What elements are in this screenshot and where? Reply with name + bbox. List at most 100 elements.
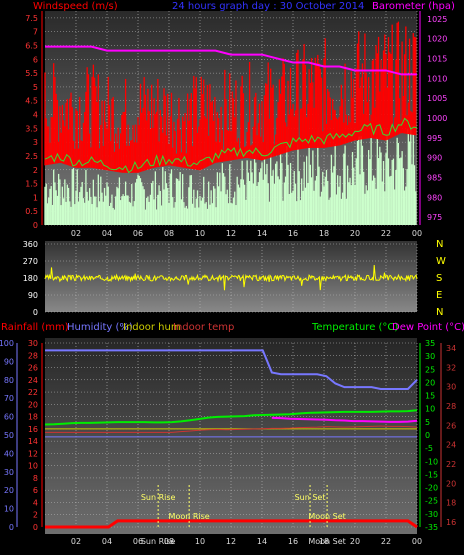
humidity-y-tick-label: 30	[4, 468, 14, 477]
wind-x-tick-label: 04	[102, 229, 112, 238]
wind-x-tick-label: 16	[288, 229, 298, 238]
wind-y-tick-label: 0.5	[25, 207, 38, 216]
wind-x-tick-label: 00	[412, 229, 422, 238]
indoor-y-tick-label: 18	[446, 499, 456, 508]
dew-point-axis-title: Dew Point (°C)	[392, 322, 464, 333]
wind-y-tick-label: 2	[33, 166, 38, 175]
wind-y-tick-label: 2.5	[25, 152, 38, 161]
temperature-y-tick-label: 35	[425, 339, 435, 348]
temperature-y-tick-label: -15	[425, 470, 438, 479]
temperature-y-tick-label: 0	[425, 431, 430, 440]
climate-x-tick-label: 08	[164, 537, 174, 546]
temperature-y-tick-label: -10	[425, 457, 438, 466]
climate-x-tick-label: 14	[257, 537, 267, 546]
climate-x-tick-label: 02	[71, 537, 81, 546]
wind-y-tick-label: 7	[33, 28, 38, 37]
barometer-y-tick-label: 1015	[427, 55, 447, 64]
rainfall-y-tick-label: 10	[28, 462, 38, 471]
compass-label: N	[436, 307, 443, 318]
humidity-axis-title: Humidity (%)	[67, 322, 133, 333]
barometer-line	[45, 45, 417, 76]
wind-y-tick-label: 4	[33, 111, 38, 120]
direction-y-tick-label: 0	[33, 308, 38, 317]
indoor-y-tick-label: 28	[446, 402, 456, 411]
wind-average-line	[44, 117, 418, 174]
rainfall-line	[45, 519, 418, 529]
rainfall-axis-title: Rainfall (mm)	[1, 322, 69, 333]
astro-annotation-label: Moon Rise	[169, 512, 210, 521]
indoor-y-tick-label: 22	[446, 460, 456, 469]
rainfall-y-tick-label: 26	[28, 364, 38, 373]
wind-x-tick-label: 22	[381, 229, 391, 238]
astro-annotation-label: Sun Set	[295, 493, 326, 502]
humidity-y-tick-label: 70	[4, 394, 14, 403]
rainfall-y-tick-label: 6	[33, 486, 38, 495]
direction-y-tick-label: 270	[23, 257, 38, 266]
rainfall-y-tick-label: 22	[28, 388, 38, 397]
humidity-y-tick-label: 20	[4, 486, 14, 495]
wind-y-tick-label: 6	[33, 55, 38, 64]
climate-x-tick-label: 18	[319, 537, 329, 546]
dew-point-line	[271, 416, 418, 423]
indoor-temperature-label: Indoor temp	[173, 322, 234, 333]
wind-chart-layer: 0 0.5 1 1.5 2 2.5 3 3.5 4 4.5 5 5.5 6 6.5 7 7.5 975 980 98…	[25, 11, 447, 238]
rainfall-y-tick-label: 18	[28, 413, 38, 422]
rainfall-y-tick-label: 2	[33, 511, 38, 520]
barometer-y-tick-label: 1000	[427, 114, 447, 123]
indoor-y-tick-label: 20	[446, 479, 456, 488]
humidity-y-tick-label: 40	[4, 449, 14, 458]
climate-x-tick-label: 00	[412, 537, 422, 546]
x-extra-label: Moon Set	[308, 537, 345, 546]
compass-label: W	[436, 256, 446, 267]
humidity-y-tick-label: 60	[4, 413, 14, 422]
humidity-y-tick-label: 0	[9, 523, 14, 532]
wind-x-tick-label: 06	[133, 229, 143, 238]
temperature-y-tick-label: 25	[425, 365, 435, 374]
barometer-y-tick-label: 1010	[427, 74, 447, 83]
temperature-y-tick-label: 30	[425, 352, 435, 361]
rainfall-y-tick-label: 28	[28, 351, 38, 360]
climate-x-tick-label: 04	[102, 537, 112, 546]
climate-x-tick-label: 16	[288, 537, 298, 546]
wind-y-tick-label: 3	[33, 138, 38, 147]
barometer-y-tick-label: 990	[427, 154, 442, 163]
rainfall-y-tick-label: 0	[33, 523, 38, 532]
wind-y-tick-label: 6.5	[25, 42, 38, 51]
wind-y-tick-label: 1.5	[25, 180, 38, 189]
barometer-y-tick-label: 1025	[427, 15, 447, 24]
wind-y-tick-label: 4.5	[25, 97, 38, 106]
indoor-y-tick-label: 34	[446, 344, 456, 353]
temperature-y-tick-label: -35	[425, 523, 438, 532]
temperature-y-tick-label: 20	[425, 378, 435, 387]
temperature-y-tick-label: 5	[425, 418, 430, 427]
temperature-y-tick-label: 15	[425, 392, 435, 401]
astro-annotation-label: Moon Set	[308, 512, 345, 521]
wind-y-tick-label: 7.5	[25, 14, 38, 23]
barometer-y-tick-label: 980	[427, 193, 442, 202]
rainfall-y-tick-label: 24	[28, 376, 38, 385]
wind-x-tick-label: 20	[350, 229, 360, 238]
indoor-y-tick-label: 16	[446, 518, 456, 527]
indoor-y-tick-label: 30	[446, 383, 456, 392]
temperature-y-tick-label: -30	[425, 510, 438, 519]
humidity-y-tick-label: 50	[4, 431, 14, 440]
rainfall-y-tick-label: 8	[33, 474, 38, 483]
wind-y-tick-label: 1	[33, 193, 38, 202]
compass-label: N	[436, 239, 443, 250]
humidity-y-tick-label: 90	[4, 357, 14, 366]
climate-x-tick-label: 06	[133, 537, 143, 546]
compass-label: E	[436, 290, 442, 301]
humidity-y-tick-label: 10	[4, 505, 14, 514]
barometer-axis-title: Barometer (hpa)	[372, 1, 455, 12]
temperature-y-tick-label: -5	[425, 444, 433, 453]
humidity-line	[45, 349, 418, 390]
wind-x-tick-label: 08	[164, 229, 174, 238]
indoor-y-tick-label: 24	[446, 441, 456, 450]
indoor-humidity-label: Indoor hum	[123, 322, 181, 333]
barometer-y-tick-label: 985	[427, 173, 442, 182]
compass-label: S	[436, 273, 442, 284]
rainfall-y-tick-label: 12	[28, 449, 38, 458]
rainfall-y-tick-label: 30	[28, 339, 38, 348]
wind-x-tick-label: 18	[319, 229, 329, 238]
